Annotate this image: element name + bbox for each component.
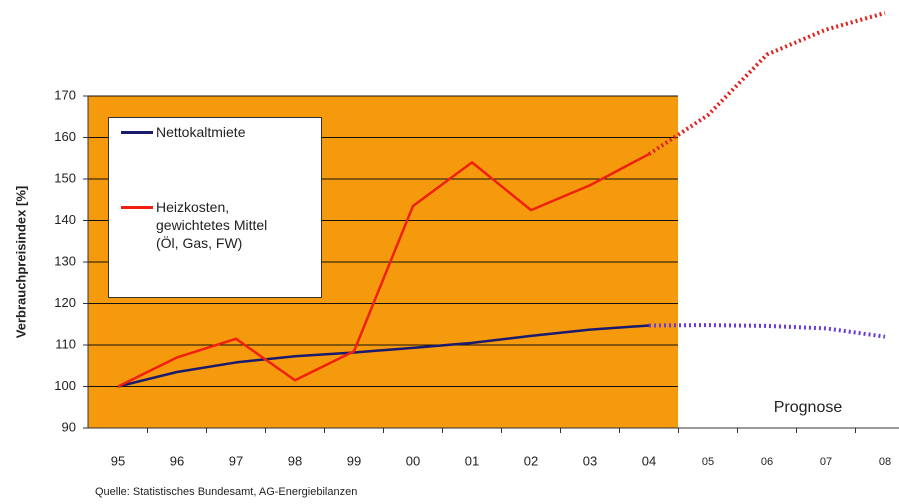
- x-tick-label: 02: [524, 453, 538, 468]
- legend-swatch: [121, 131, 153, 134]
- y-tick-label: 90: [62, 419, 76, 434]
- annotation: Prognose: [774, 399, 843, 416]
- forecast-line: [647, 11, 886, 156]
- legend-swatch: [121, 206, 153, 209]
- x-tick-label: 00: [406, 453, 420, 468]
- source: Quelle: Statistisches Bundesamt, AG-Ener…: [95, 486, 357, 498]
- forecast-line: [648, 323, 886, 339]
- x-tick-label: 96: [170, 453, 184, 468]
- legend-label: Nettokaltmiete: [156, 124, 246, 140]
- x-tick-label: 05: [702, 456, 714, 468]
- x-tick-label: 04: [642, 453, 656, 468]
- line: [117, 152, 650, 388]
- x-tick-label: 99: [347, 453, 361, 468]
- line: [117, 324, 650, 388]
- y-tick-label: 160: [54, 129, 76, 144]
- x-tick-label: 98: [288, 453, 302, 468]
- y-tick-label: 110: [55, 336, 76, 351]
- y-tick-label: 140: [54, 212, 76, 227]
- x-tick-label: 01: [465, 453, 479, 468]
- x-tick-label: 03: [583, 453, 597, 468]
- x-tick-label: 97: [229, 453, 243, 468]
- x-tick-label: 95: [111, 453, 125, 468]
- y-tick-label: 150: [54, 170, 76, 185]
- y-axis-label: Verbrauchpreisindex [%]: [13, 186, 28, 338]
- x-tick-label: 07: [820, 456, 832, 468]
- x-tick-label: 06: [761, 456, 773, 468]
- legend-label: Heizkosten, gewichtetes Mittel (Öl, Gas,…: [156, 199, 268, 251]
- x-tick-label: 08: [879, 456, 891, 468]
- y-tick-label: 130: [54, 253, 76, 268]
- y-tick-label: 170: [54, 87, 76, 102]
- y-tick-label: 120: [54, 295, 76, 310]
- y-tick-label: 100: [54, 378, 76, 393]
- legend: Nettokaltmiete Heizkosten, gewichtetes Mi…: [108, 117, 322, 298]
